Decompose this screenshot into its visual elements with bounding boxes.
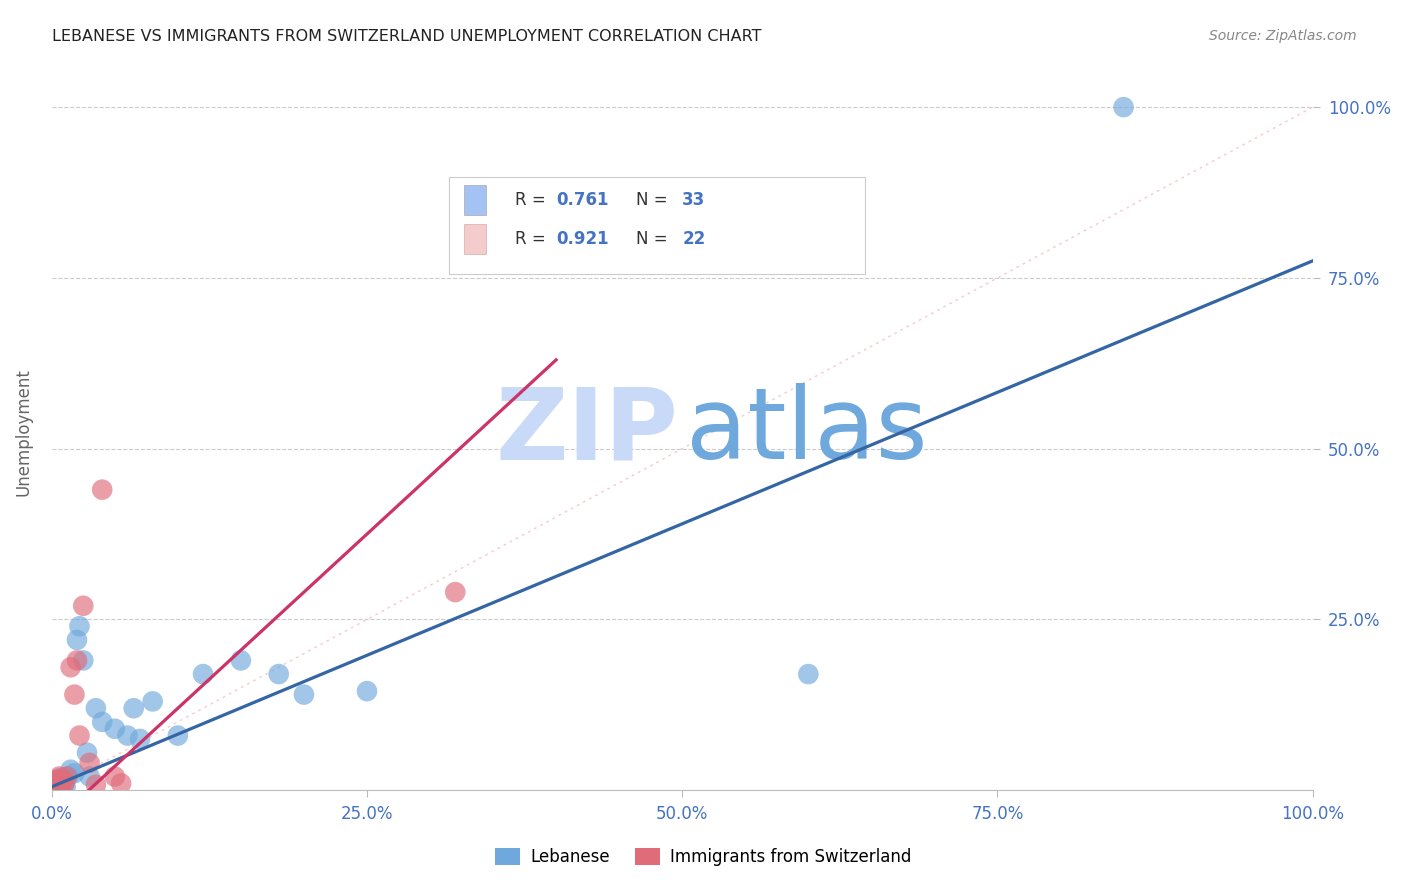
Point xyxy=(52,779,75,793)
Bar xyxy=(464,224,486,254)
Y-axis label: Unemployment: Unemployment xyxy=(15,368,32,496)
FancyBboxPatch shape xyxy=(449,177,865,274)
Text: 33: 33 xyxy=(682,191,706,209)
Point xyxy=(76,746,98,760)
Text: LEBANESE VS IMMIGRANTS FROM SWITZERLAND UNEMPLOYMENT CORRELATION CHART: LEBANESE VS IMMIGRANTS FROM SWITZERLAND … xyxy=(52,29,762,44)
Legend: Lebanese, Immigrants from Switzerland: Lebanese, Immigrants from Switzerland xyxy=(486,840,920,875)
Text: Source: ZipAtlas.com: Source: ZipAtlas.com xyxy=(1209,29,1357,43)
Point xyxy=(84,778,107,792)
Text: N =: N = xyxy=(636,230,672,248)
Point xyxy=(49,779,72,793)
Point xyxy=(104,770,127,784)
Point xyxy=(56,770,79,784)
Point xyxy=(267,667,290,681)
Point xyxy=(48,770,70,784)
Point xyxy=(229,653,252,667)
Text: ZIP: ZIP xyxy=(495,383,679,480)
Point xyxy=(797,667,820,681)
Point xyxy=(122,701,145,715)
Point xyxy=(117,729,139,743)
Point xyxy=(104,722,127,736)
Point xyxy=(44,776,66,790)
Point xyxy=(66,632,89,647)
Point xyxy=(46,781,69,796)
Point xyxy=(72,599,94,613)
Point xyxy=(59,660,82,674)
Text: 22: 22 xyxy=(682,230,706,248)
Point xyxy=(356,684,378,698)
Point xyxy=(292,688,315,702)
Point xyxy=(51,776,73,790)
Point xyxy=(72,653,94,667)
Point xyxy=(63,688,86,702)
Text: 0.921: 0.921 xyxy=(557,230,609,248)
Point xyxy=(63,766,86,780)
Point xyxy=(46,772,69,787)
Point xyxy=(79,770,101,784)
Point xyxy=(44,772,66,787)
Bar xyxy=(464,185,486,215)
Point xyxy=(44,776,66,790)
Point xyxy=(91,483,114,497)
Point xyxy=(52,772,75,787)
Point xyxy=(59,763,82,777)
Point xyxy=(69,729,91,743)
Point xyxy=(91,714,114,729)
Point xyxy=(1112,100,1135,114)
Point xyxy=(45,778,67,792)
Point xyxy=(56,770,79,784)
Point xyxy=(166,729,188,743)
Point xyxy=(53,776,76,790)
Text: N =: N = xyxy=(636,191,672,209)
Text: 0.761: 0.761 xyxy=(557,191,609,209)
Point xyxy=(142,694,165,708)
Point xyxy=(129,731,152,746)
Point xyxy=(84,701,107,715)
Text: R =: R = xyxy=(515,230,551,248)
Text: R =: R = xyxy=(515,191,551,209)
Point xyxy=(69,619,91,633)
Point xyxy=(444,585,467,599)
Point xyxy=(42,780,65,794)
Point xyxy=(53,776,76,790)
Point xyxy=(44,780,66,794)
Point xyxy=(66,653,89,667)
Point xyxy=(45,781,67,796)
Point xyxy=(110,776,132,790)
Point xyxy=(191,667,214,681)
Point xyxy=(79,756,101,770)
Point xyxy=(55,780,77,794)
Point xyxy=(51,778,73,792)
Text: atlas: atlas xyxy=(686,383,928,480)
Point xyxy=(49,771,72,785)
Point xyxy=(48,772,70,787)
